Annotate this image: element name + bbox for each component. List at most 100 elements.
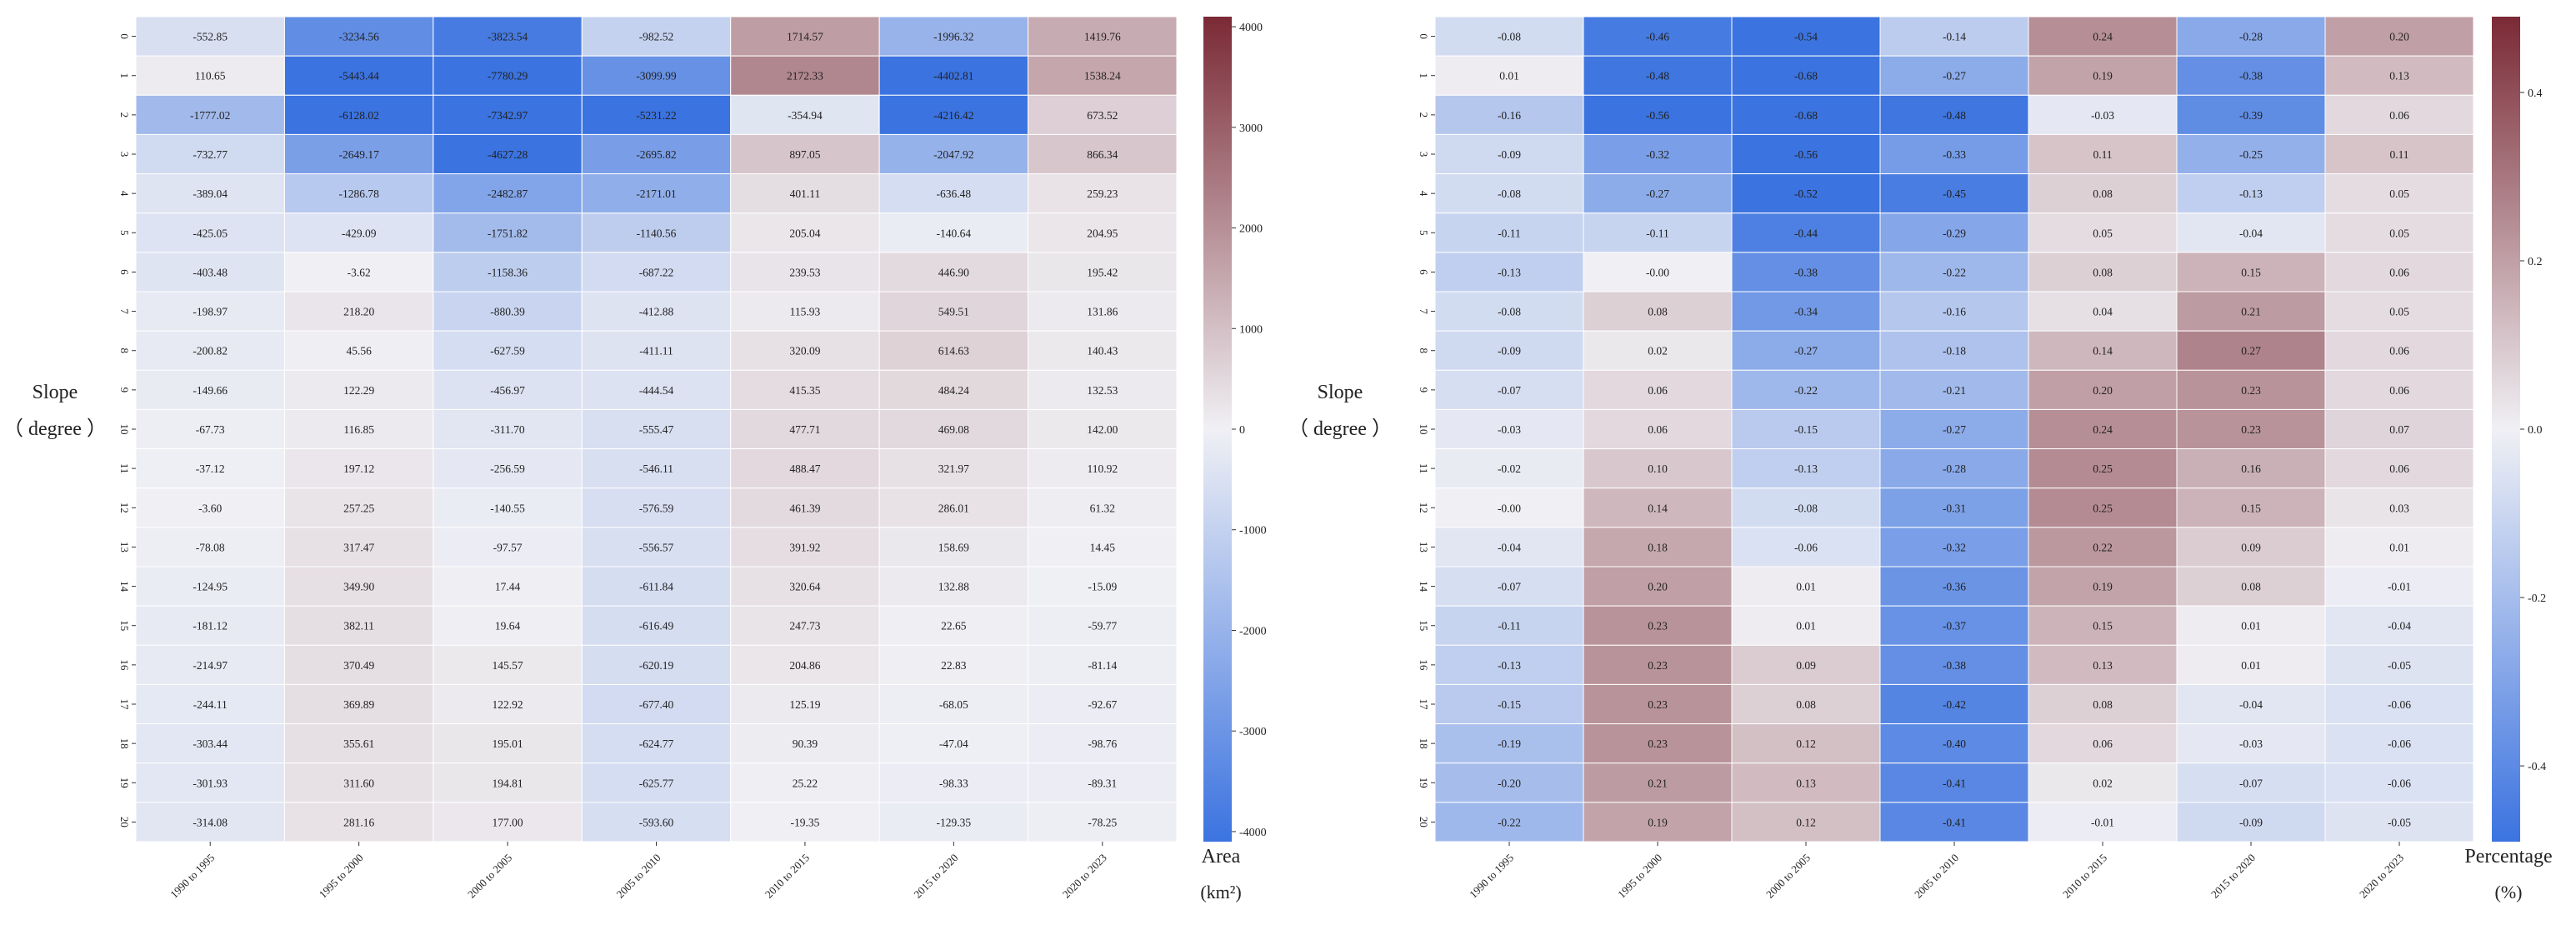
cell-value-label: -0.28	[2239, 31, 2263, 43]
heatmap-cell	[2324, 408, 2474, 450]
cell-value-label: -354.94	[788, 109, 823, 122]
heatmap-cell	[878, 527, 1029, 568]
heatmap-cell	[878, 762, 1029, 803]
cell-value-label: -7342.97	[488, 109, 528, 122]
percentage-change-heatmap: -0.08 -0.46 -0.54 -0.14 0.24 -0.28 0.200.01 -0.…	[1288, 16, 2553, 902]
cell-value-label: 0.06	[1648, 384, 1668, 397]
cell-value-label: 0.01	[1796, 620, 1816, 632]
cell-value-label: -0.48	[1646, 70, 1669, 82]
cell-value-label: 22.83	[941, 659, 967, 672]
heatmap-cell	[2028, 212, 2178, 253]
cell-value-label: -0.38	[1794, 266, 1818, 278]
heatmap-cell	[2324, 802, 2474, 842]
cell-value-label: -1996.32	[933, 31, 973, 43]
x-tick-label: 1990 to 1995	[1467, 852, 1516, 901]
cell-value-label: 0.05	[2389, 188, 2409, 200]
x-tick-label: 2000 to 2005	[465, 852, 514, 901]
cell-value-label: 0.02	[1648, 345, 1668, 358]
heatmap-cell	[2028, 802, 2178, 842]
cell-value-label: -456.97	[490, 384, 525, 397]
cell-value-label: -0.03	[2091, 109, 2114, 122]
x-tick-label: 2020 to 2023	[1060, 852, 1109, 901]
heatmap-cell	[135, 252, 285, 292]
cell-value-label: 122.29	[343, 384, 374, 397]
heatmap-cell	[283, 212, 434, 253]
cell-value-label: 0.20	[1648, 581, 1668, 593]
heatmap-cell	[2176, 212, 2326, 253]
y-tick-label: 10	[118, 424, 131, 435]
heatmap-cell	[1879, 94, 2029, 135]
cell-value-label: 0.06	[2389, 462, 2409, 475]
heatmap-cell	[1731, 723, 1881, 764]
cell-value-label: 257.25	[343, 502, 374, 514]
heatmap-cell	[2028, 94, 2178, 135]
y-tick-label: 15	[1418, 620, 1430, 631]
cell-value-label: -19.35	[790, 816, 819, 828]
cell-value-label: -0.13	[1794, 462, 1818, 475]
cell-value-label: -5231.22	[636, 109, 676, 122]
cell-value-label: -0.38	[1943, 659, 1966, 672]
heatmap-cell	[730, 605, 880, 646]
y-tick-label: 13	[118, 542, 131, 552]
cell-value-label: 239.53	[789, 266, 820, 278]
heatmap-cell	[2176, 605, 2326, 646]
cell-value-label: -0.03	[1498, 423, 1521, 436]
cell-value-label: 477.71	[789, 423, 820, 436]
heatmap-cell	[283, 291, 434, 332]
cell-value-label: -556.57	[639, 541, 674, 553]
cell-value-label: -0.39	[2239, 109, 2263, 122]
heatmap-cell	[1028, 212, 1178, 253]
cell-value-label: -68.05	[939, 698, 968, 711]
heatmap-cell	[581, 133, 732, 175]
heatmap-cell	[1879, 488, 2029, 528]
y-tick-label: 14	[1418, 581, 1430, 592]
cell-value-label: -620.19	[639, 659, 674, 672]
y-tick-label: 20	[1418, 817, 1430, 828]
heatmap-cell	[730, 448, 880, 489]
cell-value-label: 391.92	[789, 541, 820, 553]
heatmap-cell	[730, 802, 880, 842]
cell-value-label: 415.35	[789, 384, 820, 397]
y-axis-label: Slope	[33, 382, 78, 403]
cell-value-label: -92.67	[1088, 698, 1117, 711]
heatmap-cell	[730, 566, 880, 607]
cell-value-label: 0.06	[2093, 738, 2113, 750]
heatmap-cell	[433, 408, 583, 450]
heatmap-cell	[878, 448, 1029, 489]
cell-value-label: 142.00	[1087, 423, 1118, 436]
cell-value-label: 0.23	[2241, 423, 2261, 436]
cell-value-label: -0.28	[1943, 462, 1966, 475]
heatmap-cell	[1434, 488, 1584, 528]
cell-value-label: 0.13	[1796, 777, 1816, 789]
heatmap-cell	[1028, 173, 1178, 214]
y-tick-label: 3	[118, 152, 131, 158]
cell-value-label: 0.24	[2093, 31, 2113, 43]
cell-value-label: -0.27	[1943, 423, 1966, 436]
cell-value-label: 110.92	[1087, 462, 1118, 475]
heatmap-cell	[433, 683, 583, 725]
heatmap-cell	[878, 723, 1029, 764]
cell-value-label: -0.05	[2388, 659, 2411, 672]
y-tick-label: 1	[1418, 72, 1430, 78]
heatmap-cell	[2176, 16, 2326, 57]
y-tick-label: 19	[1418, 778, 1430, 788]
cell-value-label: 25.22	[793, 777, 818, 789]
heatmap-cell	[283, 408, 434, 450]
cell-value-label: -0.34	[1794, 306, 1818, 318]
cell-value-label: 0.22	[2093, 541, 2113, 553]
cell-value-label: -3823.54	[488, 31, 528, 43]
cell-value-label: -0.02	[1498, 462, 1521, 475]
cell-value-label: -412.88	[639, 306, 674, 318]
y-tick-label: 14	[118, 581, 131, 592]
heatmap-cell	[1434, 723, 1584, 764]
heatmap-cell	[2176, 723, 2326, 764]
heatmap-cell	[1028, 527, 1178, 568]
cell-value-label: 0.14	[1648, 502, 1668, 514]
cell-value-label: -1158.36	[488, 266, 528, 278]
heatmap-cell	[1434, 330, 1584, 371]
heatmap-cell	[2324, 369, 2474, 410]
cell-value-label: -6128.02	[338, 109, 378, 122]
heatmap-cell	[2176, 762, 2326, 803]
cell-value-label: 116.85	[343, 423, 374, 436]
heatmap-cell	[1879, 802, 2029, 842]
